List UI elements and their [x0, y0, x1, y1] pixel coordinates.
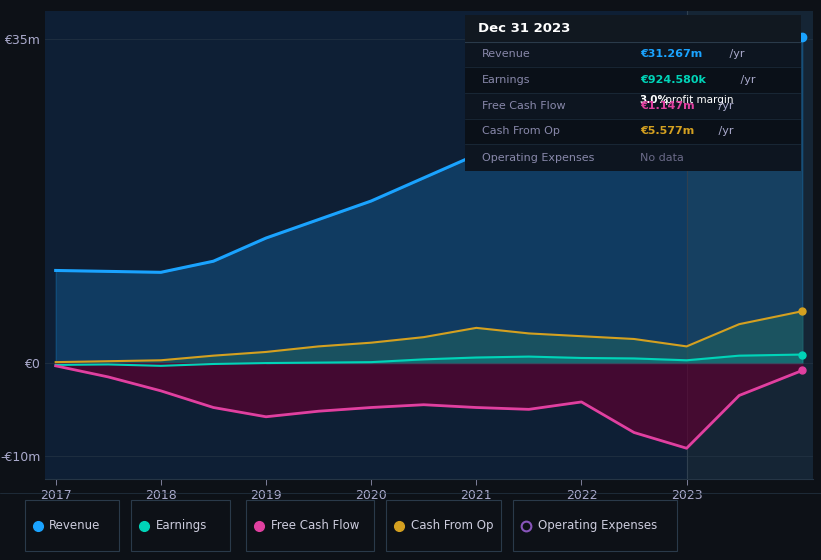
Bar	[465, 119, 801, 144]
Text: Revenue: Revenue	[49, 519, 101, 533]
Bar	[465, 93, 801, 119]
Bar	[686, 11, 813, 479]
Text: /yr: /yr	[736, 75, 755, 85]
Text: €5.577m: €5.577m	[640, 127, 694, 137]
Text: Cash From Op: Cash From Op	[410, 519, 493, 533]
Text: 3.0%: 3.0%	[640, 95, 669, 105]
Text: profit margin: profit margin	[662, 95, 733, 105]
FancyBboxPatch shape	[246, 500, 374, 551]
Text: /yr: /yr	[715, 127, 734, 137]
FancyBboxPatch shape	[25, 500, 119, 551]
Bar	[465, 67, 801, 93]
Text: Earnings: Earnings	[481, 75, 530, 85]
Text: Earnings: Earnings	[156, 519, 208, 533]
Text: €1.147m: €1.147m	[640, 101, 695, 111]
Text: /yr: /yr	[715, 101, 734, 111]
Text: €31.267m: €31.267m	[640, 49, 702, 59]
Text: /yr: /yr	[726, 49, 745, 59]
FancyBboxPatch shape	[131, 500, 230, 551]
Bar	[465, 41, 801, 67]
Text: Dec 31 2023: Dec 31 2023	[478, 22, 571, 35]
Text: Free Cash Flow: Free Cash Flow	[481, 101, 565, 111]
Text: Revenue: Revenue	[481, 49, 530, 59]
FancyBboxPatch shape	[386, 500, 501, 551]
Text: Free Cash Flow: Free Cash Flow	[271, 519, 360, 533]
Text: Operating Expenses: Operating Expenses	[481, 152, 594, 162]
Text: €924.580k: €924.580k	[640, 75, 705, 85]
Bar	[465, 144, 801, 171]
Text: Cash From Op: Cash From Op	[481, 127, 559, 137]
Bar	[465, 15, 801, 41]
FancyBboxPatch shape	[513, 500, 677, 551]
Text: No data: No data	[640, 152, 684, 162]
Text: Operating Expenses: Operating Expenses	[538, 519, 657, 533]
